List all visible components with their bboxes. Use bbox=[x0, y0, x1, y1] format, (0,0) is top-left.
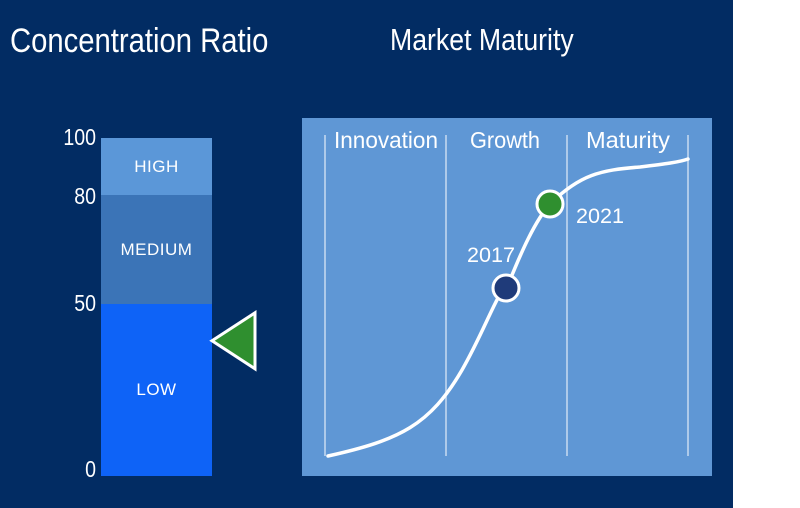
maturity-s-curve bbox=[326, 157, 690, 458]
marker-2017-dot bbox=[491, 273, 521, 303]
phase-label-growth: Growth bbox=[470, 127, 540, 153]
marker-2017-label: 2017 bbox=[467, 244, 515, 267]
band-low: LOW bbox=[101, 304, 212, 476]
band-medium-label: MEDIUM bbox=[120, 239, 193, 259]
marker-2021-label: 2021 bbox=[576, 205, 624, 228]
marker-2021-dot bbox=[535, 189, 565, 219]
band-medium: MEDIUM bbox=[101, 195, 212, 304]
phase-label-innovation: Innovation bbox=[334, 127, 438, 153]
scale-tick-80: 80 bbox=[74, 183, 96, 209]
band-low-label: LOW bbox=[136, 380, 177, 399]
band-high-label: HIGH bbox=[134, 156, 179, 176]
scale-tick-100: 100 bbox=[63, 124, 96, 150]
market-maturity-title: Market Maturity bbox=[390, 22, 574, 57]
concentration-ratio-title: Concentration Ratio bbox=[10, 22, 269, 60]
phase-label-maturity: Maturity bbox=[586, 127, 671, 153]
concentration-indicator-triangle-icon bbox=[209, 310, 257, 372]
scale-tick-50: 50 bbox=[74, 290, 96, 316]
scale-tick-0: 0 bbox=[85, 456, 96, 482]
band-high: HIGH bbox=[101, 138, 212, 195]
